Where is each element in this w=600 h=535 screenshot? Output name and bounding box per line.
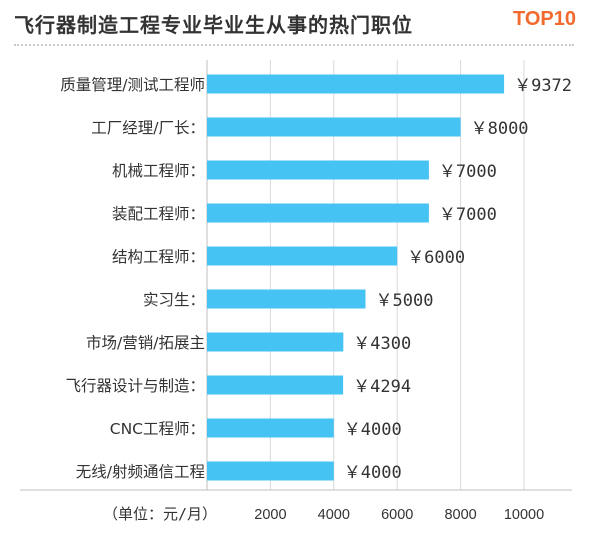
- category-label: 市场/营销/拓展主: [86, 334, 205, 352]
- x-tick-label: 2000: [254, 507, 286, 523]
- bar: [207, 117, 461, 137]
- category-label: 无线/射频通信工程: [76, 463, 205, 481]
- data-label: ￥8000: [471, 119, 529, 139]
- chart-header: 飞行器制造工程专业毕业生从事的热门职位 TOP10: [0, 0, 600, 46]
- data-label: ￥4000: [344, 463, 402, 483]
- x-tick-label: 4000: [318, 507, 350, 523]
- data-label: ￥9372: [514, 76, 572, 96]
- top10-badge: TOP10: [513, 8, 576, 30]
- category-label: 结构工程师：: [112, 248, 205, 266]
- bar: [207, 74, 505, 94]
- bar: [207, 246, 398, 266]
- x-tick-label: 8000: [444, 507, 476, 523]
- data-label: ￥5000: [376, 291, 434, 311]
- bar: [207, 461, 334, 481]
- category-label: 质量管理/测试工程师: [60, 76, 205, 94]
- chart-title: 飞行器制造工程专业毕业生从事的热门职位: [14, 13, 413, 37]
- category-label: 装配工程师：: [112, 205, 205, 223]
- category-label: CNC工程师：: [110, 420, 205, 438]
- category-label: 工厂经理/厂长：: [91, 119, 205, 137]
- data-label: ￥7000: [439, 205, 497, 225]
- bar: [207, 203, 429, 223]
- bar: [207, 332, 344, 352]
- x-tick-label: 10000: [504, 507, 544, 523]
- bar: [207, 418, 334, 438]
- data-label: ￥4300: [353, 334, 411, 354]
- bar: [207, 375, 344, 395]
- category-label: 飞行器设计与制造：: [65, 377, 205, 395]
- category-label: 实习生：: [143, 291, 205, 309]
- bar: [207, 160, 429, 180]
- x-axis-unit-label: （单位：元/月）: [103, 505, 217, 523]
- title-divider: [14, 44, 574, 46]
- data-label: ￥6000: [407, 248, 465, 268]
- x-tick-label: 6000: [381, 507, 413, 523]
- category-label: 机械工程师：: [112, 162, 205, 180]
- data-label: ￥7000: [439, 162, 497, 182]
- bar: [207, 289, 366, 309]
- data-label: ￥4000: [344, 420, 402, 440]
- data-label: ￥4294: [353, 377, 411, 397]
